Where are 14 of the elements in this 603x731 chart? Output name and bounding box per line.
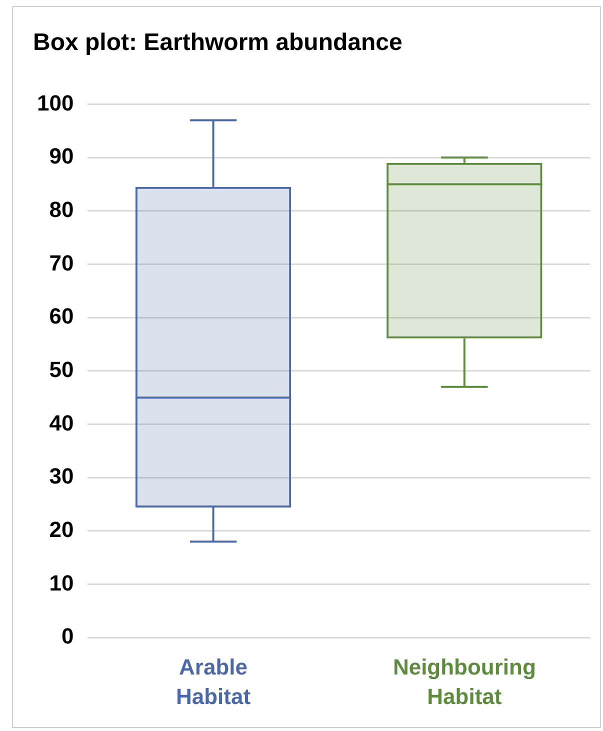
y-tick-label: 60	[49, 304, 74, 329]
y-tick-label: 70	[49, 250, 74, 276]
y-tick-label: 40	[49, 410, 74, 436]
y-tick-label: 10	[49, 570, 74, 596]
y-tick-label: 0	[61, 624, 74, 649]
y-tick-label: 20	[49, 516, 74, 542]
y-tick-label: 80	[49, 196, 74, 222]
x-tick-label: Neighbouring Habitat	[392, 654, 536, 710]
y-tick-label: 90	[49, 144, 74, 169]
y-tick-label: 50	[49, 356, 74, 382]
chart-title: Box plot: Earthworm abundance	[33, 29, 402, 57]
y-tick-label: 100	[36, 90, 74, 116]
x-tick-label: Arable Habitat	[176, 654, 252, 710]
y-tick-label: 30	[49, 464, 74, 489]
